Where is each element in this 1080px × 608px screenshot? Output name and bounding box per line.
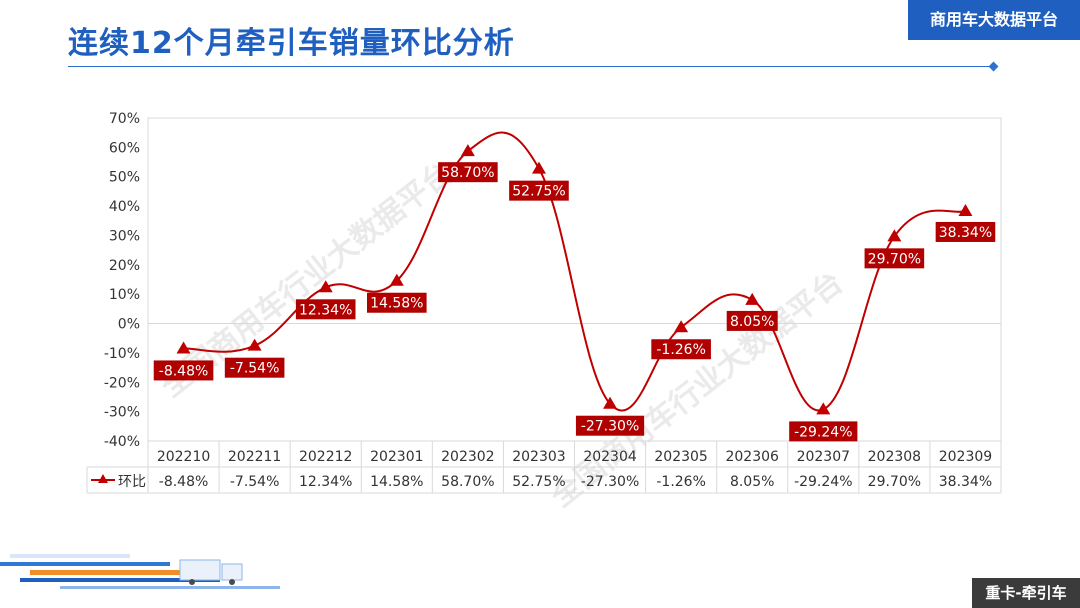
data-label-bg xyxy=(438,162,498,183)
x-tick-label: 202301 xyxy=(370,449,423,465)
data-label: 12.34% xyxy=(299,302,352,318)
x-tick-label: 202306 xyxy=(725,449,779,465)
data-label-bg xyxy=(153,360,214,381)
y-tick-label: 30% xyxy=(109,228,140,244)
data-label: 52.75% xyxy=(512,184,565,200)
table-cell-value: -27.30% xyxy=(581,474,639,490)
data-label: -29.24% xyxy=(794,424,852,440)
data-label-bg xyxy=(935,221,996,242)
y-tick-label: -20% xyxy=(104,375,140,391)
data-point-marker xyxy=(745,292,760,305)
data-label-bg xyxy=(651,339,711,360)
data-point-marker xyxy=(176,341,191,354)
legend-series-name: 环比 xyxy=(118,474,146,490)
data-point-marker xyxy=(389,273,404,286)
y-tick-label: 60% xyxy=(109,140,140,156)
table-cell-value: 52.75% xyxy=(512,474,565,490)
x-tick-label: 202305 xyxy=(654,449,707,465)
x-tick-label: 202309 xyxy=(939,449,992,465)
truck-illustration-icon xyxy=(0,554,280,589)
data-label: 14.58% xyxy=(370,296,423,312)
category-tag: 重卡-牵引车 xyxy=(972,578,1080,608)
x-tick-label: 202303 xyxy=(512,449,565,465)
data-point-marker xyxy=(531,161,546,174)
x-tick-label: 202211 xyxy=(228,449,281,465)
series-line xyxy=(183,131,966,412)
x-tick-label: 202212 xyxy=(299,449,352,465)
table-cell-value: 38.34% xyxy=(939,474,992,490)
data-label: 29.70% xyxy=(868,251,921,267)
data-label-bg xyxy=(224,357,285,378)
data-point-marker xyxy=(887,229,902,242)
data-label: -1.26% xyxy=(656,342,706,358)
title-divider xyxy=(68,66,995,67)
data-label: 58.70% xyxy=(441,165,494,181)
table-cell-value: -1.26% xyxy=(656,474,706,490)
table-cell-value: 8.05% xyxy=(730,474,774,490)
data-point-marker xyxy=(958,203,973,216)
y-tick-label: -30% xyxy=(104,405,140,421)
y-tick-label: -10% xyxy=(104,346,140,362)
x-tick-label: 202307 xyxy=(797,449,850,465)
legend-triangle-icon xyxy=(98,474,108,483)
y-tick-label: 70% xyxy=(109,111,140,127)
table-cell-value: -29.24% xyxy=(794,474,852,490)
data-point-marker xyxy=(816,402,831,415)
data-label-bg xyxy=(726,310,778,331)
data-point-marker xyxy=(603,396,618,409)
data-label-bg xyxy=(509,180,569,201)
x-tick-label: 202210 xyxy=(157,449,210,465)
x-tick-label: 202308 xyxy=(868,449,921,465)
data-label-bg xyxy=(864,248,925,269)
data-label: -7.54% xyxy=(230,361,280,377)
y-tick-label: 40% xyxy=(109,199,140,215)
data-label: -27.30% xyxy=(581,419,639,435)
table-cell-value: 12.34% xyxy=(299,474,352,490)
x-tick-label: 202302 xyxy=(441,449,494,465)
brand-badge: 商用车大数据平台 xyxy=(908,0,1080,40)
data-label-bg xyxy=(575,415,645,436)
plot-area xyxy=(147,117,1002,442)
data-label: -8.48% xyxy=(159,363,209,379)
table-cell-value: -7.54% xyxy=(230,474,280,490)
table-cell-value: 14.58% xyxy=(370,474,423,490)
page-title: 连续12个月牵引车销量环比分析 xyxy=(68,26,515,61)
data-label: 8.05% xyxy=(730,314,774,330)
y-tick-label: -40% xyxy=(104,434,140,450)
data-label: 38.34% xyxy=(939,225,992,241)
y-tick-label: 10% xyxy=(109,287,140,303)
y-tick-label: 20% xyxy=(109,258,140,274)
data-label-bg xyxy=(295,299,356,320)
data-label-bg xyxy=(366,292,427,313)
table-cell-value: 29.70% xyxy=(868,474,921,490)
data-point-marker xyxy=(674,320,689,333)
data-point-marker xyxy=(318,280,333,293)
data-point-marker xyxy=(247,338,262,351)
data-point-marker xyxy=(460,144,475,157)
x-tick-label: 202304 xyxy=(583,449,637,465)
table-cell-value: -8.48% xyxy=(159,474,209,490)
y-tick-label: 0% xyxy=(118,317,140,333)
y-tick-label: 50% xyxy=(109,170,140,186)
table-cell-value: 58.70% xyxy=(441,474,494,490)
data-label-bg xyxy=(789,421,858,442)
